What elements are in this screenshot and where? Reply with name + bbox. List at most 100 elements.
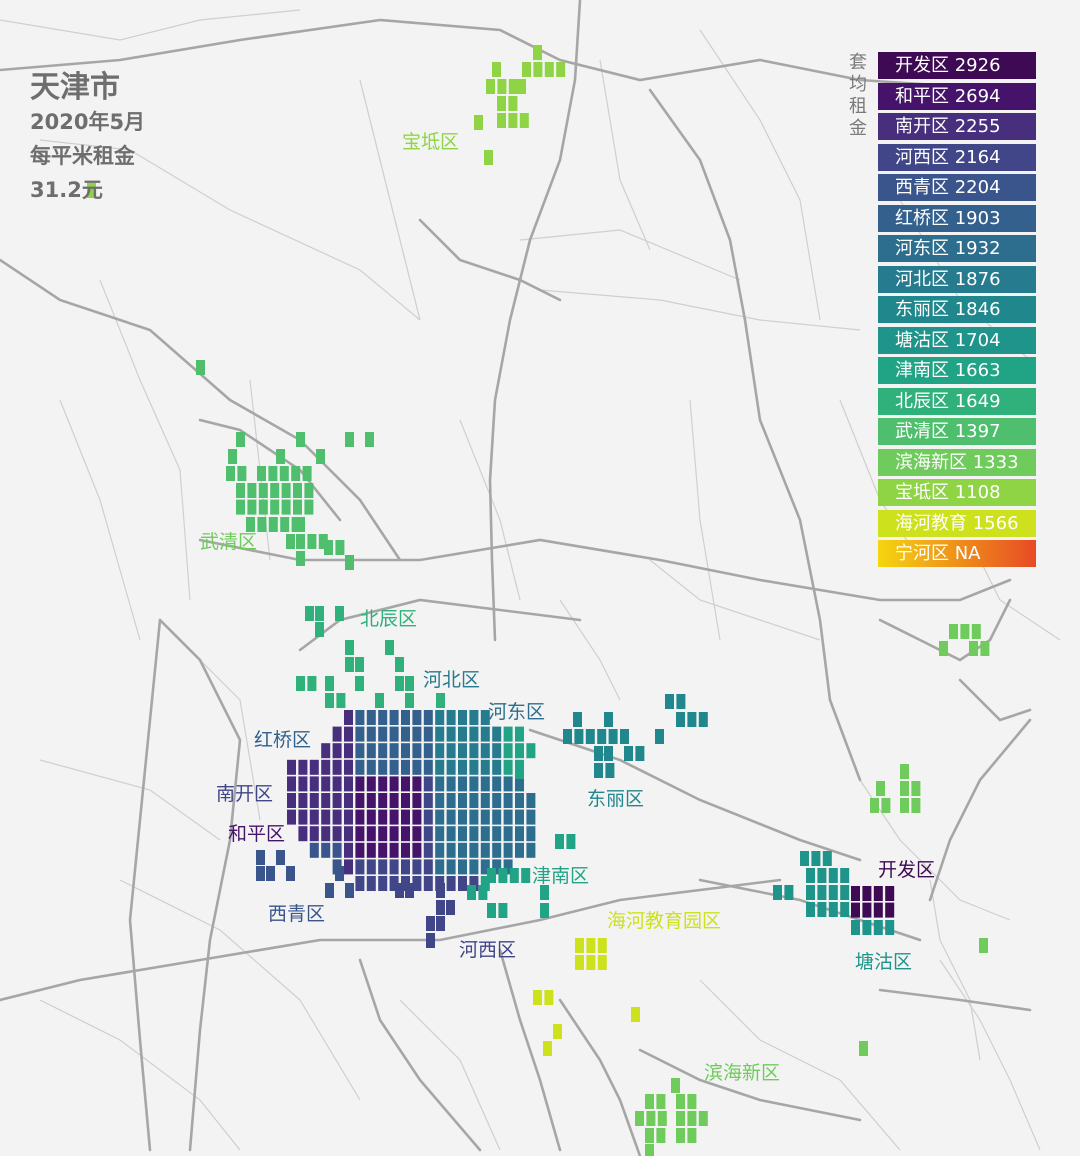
grid-cell [446, 759, 456, 775]
grid-cell [335, 866, 344, 881]
grid-cell [355, 842, 365, 858]
grid-cell [446, 876, 456, 891]
grid-cell [435, 859, 445, 875]
grid-cell [366, 793, 376, 808]
grid-cell [345, 555, 354, 570]
grid-cell [503, 726, 513, 742]
grid-cell [405, 693, 414, 708]
grid-cell [515, 764, 524, 779]
grid-cell [806, 885, 815, 900]
grid-cell [515, 793, 524, 808]
grid-cell [515, 842, 524, 858]
grid-cell [286, 534, 295, 549]
grid-cell [287, 809, 296, 825]
grid-cell [325, 676, 334, 691]
grid-cell [873, 902, 883, 918]
major-roads [0, 0, 1032, 1156]
grid-cell [480, 793, 490, 808]
grid-cell [345, 657, 354, 672]
grid-cell [366, 776, 376, 792]
grid-cell [412, 876, 422, 891]
district-label: 西青区 [268, 903, 325, 925]
grid-cell [401, 710, 410, 725]
legend: 开发区 2926 和平区 2694 南开区 2255 河西区 2164 西青区 2204… [878, 52, 1036, 571]
grid-cell [533, 62, 543, 77]
grid-cell [515, 726, 524, 742]
grid-cell [435, 842, 445, 858]
grid-cell [517, 79, 526, 94]
grid-cell [435, 793, 445, 808]
grid-cell [366, 842, 376, 858]
grid-cell [458, 710, 467, 725]
grid-cell [655, 729, 664, 744]
grid-cell [806, 902, 815, 917]
grid-cell [458, 876, 467, 891]
grid-cell [446, 859, 456, 875]
grid-cell [291, 466, 301, 481]
grid-cell [298, 809, 308, 825]
grid-cell [969, 641, 978, 656]
district-label: 河北区 [423, 669, 480, 691]
grid-cell [604, 746, 613, 761]
grid-cell [355, 776, 365, 792]
grid-cell [355, 859, 365, 875]
grid-cell [492, 809, 502, 825]
grid-cell [784, 885, 794, 900]
grid-cell [298, 759, 308, 775]
grid-cell [435, 726, 445, 742]
grid-cell [469, 842, 479, 858]
grid-cell [401, 743, 410, 759]
grid-cell [405, 676, 414, 691]
grid-cell [503, 809, 513, 825]
grid-cell [900, 781, 909, 796]
grid-cell [268, 466, 278, 481]
grid-cell [344, 726, 353, 742]
grid-cell [597, 729, 607, 744]
grid-cell [332, 759, 342, 775]
grid-cell [446, 900, 455, 915]
grid-cell [325, 883, 334, 898]
grid-cell [773, 885, 782, 900]
legend-item: 津南区 1663 [878, 357, 1036, 384]
grid-cell [458, 842, 467, 858]
grid-cell [487, 868, 496, 883]
legend-item: 河东区 1932 [878, 235, 1036, 262]
grid-cell [851, 902, 860, 918]
minor-roads [0, 9, 1061, 1151]
grid-cell [515, 776, 524, 792]
grid-cell [486, 79, 495, 94]
grid-cell [375, 693, 384, 708]
grid-cell [492, 759, 502, 775]
map-title: 天津市 [30, 70, 120, 105]
grid-cell [881, 798, 891, 813]
district-label: 北辰区 [360, 608, 417, 630]
grid-cell [247, 483, 257, 498]
grid-cell [608, 729, 618, 744]
grid-cell [293, 499, 302, 515]
grid-cell [412, 710, 422, 725]
grid-cell [563, 729, 572, 744]
grid-cell [508, 96, 518, 111]
grid-cell [280, 517, 290, 532]
grid-cell [196, 360, 205, 375]
grid-cell [296, 534, 305, 549]
grid-cell [226, 466, 235, 481]
grid-cell [321, 743, 331, 759]
grid-cell [480, 743, 490, 759]
grid-cell [332, 842, 342, 858]
grid-cell [949, 624, 958, 639]
grid-cell [503, 826, 513, 842]
grid-cell [859, 1041, 868, 1056]
grid-cell [446, 793, 456, 808]
grid-cell [268, 517, 278, 532]
grid-cell [526, 826, 536, 842]
grid-cell [840, 868, 850, 883]
grid-cell [526, 842, 536, 858]
grid-cell [503, 859, 513, 875]
grid-cell [497, 79, 507, 94]
grid-cell [355, 876, 365, 891]
legend-item: 河北区 1876 [878, 265, 1036, 293]
grid-cell [332, 726, 342, 742]
grid-cell [480, 726, 490, 742]
grid-cell [480, 776, 490, 792]
